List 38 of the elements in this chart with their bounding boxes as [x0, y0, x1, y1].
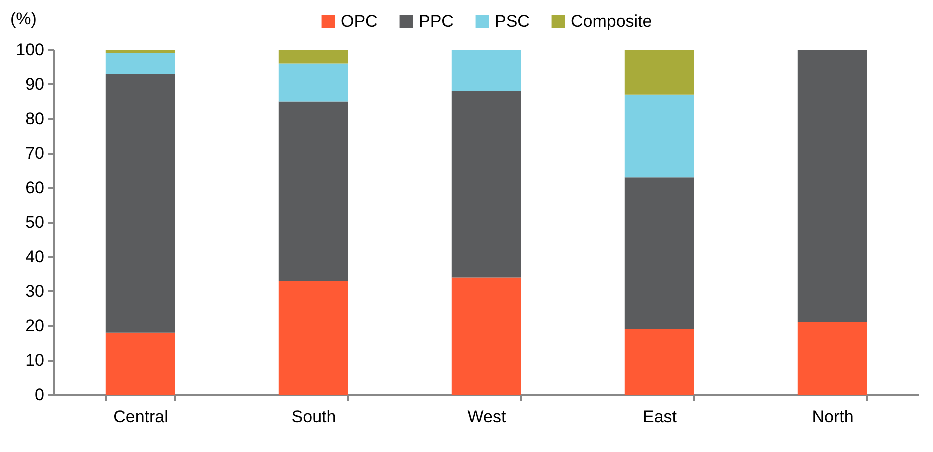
- bar: [798, 322, 868, 395]
- legend-label: OPC: [341, 12, 378, 31]
- x-tick-label: South: [292, 408, 336, 426]
- bar: [624, 94, 694, 178]
- y-tick-label: 30: [26, 282, 44, 301]
- x-tick-label: Central: [114, 408, 168, 426]
- bar: [106, 332, 176, 395]
- legend-label: PSC: [495, 12, 530, 31]
- bar: [452, 278, 522, 395]
- x-tick-label: North: [812, 408, 854, 426]
- bar: [278, 50, 348, 64]
- bar: [278, 281, 348, 395]
- bar: [798, 50, 868, 323]
- bar: [106, 74, 176, 333]
- legend-label: Composite: [571, 12, 652, 31]
- bar: [624, 178, 694, 330]
- legend-label: PPC: [419, 12, 454, 31]
- x-tick-label: East: [642, 408, 678, 426]
- bar: [278, 64, 348, 102]
- y-tick-label: 50: [26, 213, 44, 232]
- y-tick-label: 10: [26, 351, 44, 370]
- y-tick-label: 70: [26, 144, 44, 163]
- x-tick-label: West: [468, 408, 506, 426]
- y-axis-title: (%): [10, 10, 37, 28]
- bar: [106, 50, 176, 54]
- bar: [452, 50, 522, 92]
- y-tick-label: 90: [26, 75, 44, 94]
- y-tick-label: 40: [26, 248, 44, 266]
- y-tick-label: 0: [35, 386, 44, 404]
- y-tick-label: 80: [26, 110, 44, 128]
- bar: [624, 50, 694, 95]
- y-tick-label: 100: [16, 40, 44, 60]
- bar: [452, 91, 522, 278]
- bar: [106, 53, 176, 74]
- y-tick-label: 20: [26, 316, 44, 336]
- y-tick-label: 60: [26, 178, 44, 198]
- bar: [278, 102, 348, 282]
- bar: [624, 329, 694, 395]
